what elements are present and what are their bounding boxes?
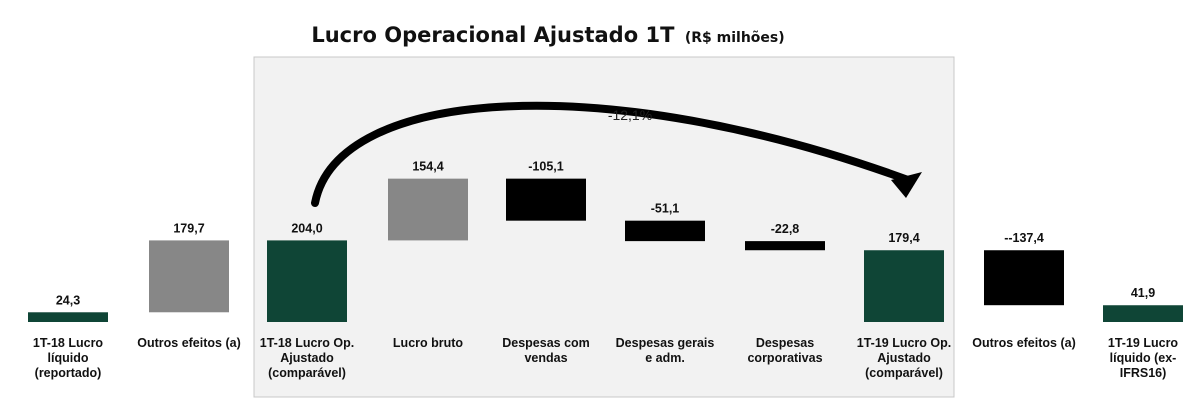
category-label-line: 1T-19 Lucro Op. <box>857 336 951 350</box>
variation-arrow-head <box>891 172 922 198</box>
data-label: 41,9 <box>1131 286 1155 300</box>
data-label: -22,8 <box>771 222 800 236</box>
category-label-line: Outros efeitos (a) <box>137 336 241 350</box>
bar <box>149 240 229 313</box>
category-label: 1T-19 Lucro Op. Ajustado (comparável) <box>857 336 951 380</box>
bar <box>506 178 586 221</box>
bar <box>745 241 825 251</box>
category-label-line: (reportado) <box>35 366 102 380</box>
category-label-line: Despesas <box>756 336 814 350</box>
bar <box>1103 305 1183 322</box>
category-label-line: Ajustado <box>877 351 931 365</box>
variation-annotation: -12,1% <box>608 107 652 123</box>
category-label-line: líquido <box>48 351 89 365</box>
data-label: 24,3 <box>56 293 80 307</box>
data-label: 154,4 <box>412 160 443 174</box>
bar <box>267 240 347 322</box>
data-label: --137,4 <box>1004 231 1044 245</box>
category-label-line: corporativas <box>747 351 822 365</box>
bar <box>625 220 705 242</box>
category-label: Despesas corporativas <box>747 336 822 365</box>
category-label-line: Despesas gerais <box>616 336 715 350</box>
highlight-panel <box>253 56 955 398</box>
category-label: Lucro bruto <box>393 336 463 350</box>
category-label: Despesas gerais e adm. <box>616 336 715 365</box>
category-label: 1T-18 Lucro Op. Ajustado (comparável) <box>260 336 354 380</box>
data-label: 179,4 <box>888 231 919 245</box>
bar <box>28 312 108 322</box>
category-label-line: e adm. <box>645 351 685 365</box>
category-label: 1T-19 Lucro líquido (ex-IFRS16) <box>1108 336 1179 380</box>
category-label: Despesas com vendas <box>502 336 590 365</box>
category-label: Outros efeitos (a) <box>972 336 1076 350</box>
data-label: -105,1 <box>528 160 563 174</box>
category-label-line: líquido (ex- <box>1110 351 1177 365</box>
category-label-line: IFRS16) <box>1120 366 1167 380</box>
data-label: -51,1 <box>651 202 680 216</box>
category-label-line: Despesas com <box>502 336 590 350</box>
chart-title: Lucro Operacional Ajustado 1T (R$ milhõe… <box>311 23 784 47</box>
category-label-line: (comparável) <box>268 366 346 380</box>
category-label-line: Outros efeitos (a) <box>972 336 1076 350</box>
category-label-line: 1T-18 Lucro Op. <box>260 336 354 350</box>
category-label: 1T-18 Lucro líquido (reportado) <box>33 336 104 380</box>
bar <box>984 250 1064 306</box>
bar <box>864 250 944 322</box>
category-label: Outros efeitos (a) <box>137 336 241 350</box>
chart-title-unit: (R$ milhões) <box>685 30 785 46</box>
category-label-line: vendas <box>524 351 567 365</box>
chart-title-main: Lucro Operacional Ajustado 1T <box>311 23 675 47</box>
bar <box>388 178 468 241</box>
category-label-line: 1T-18 Lucro <box>33 336 104 350</box>
data-label: 179,7 <box>173 221 204 235</box>
category-label-line: 1T-19 Lucro <box>1108 336 1179 350</box>
variation-arrow-arc <box>311 101 912 207</box>
category-label-line: Lucro bruto <box>393 336 463 350</box>
data-label: 204,0 <box>291 221 322 235</box>
category-label-line: Ajustado <box>280 351 334 365</box>
category-label-line: (comparável) <box>865 366 943 380</box>
